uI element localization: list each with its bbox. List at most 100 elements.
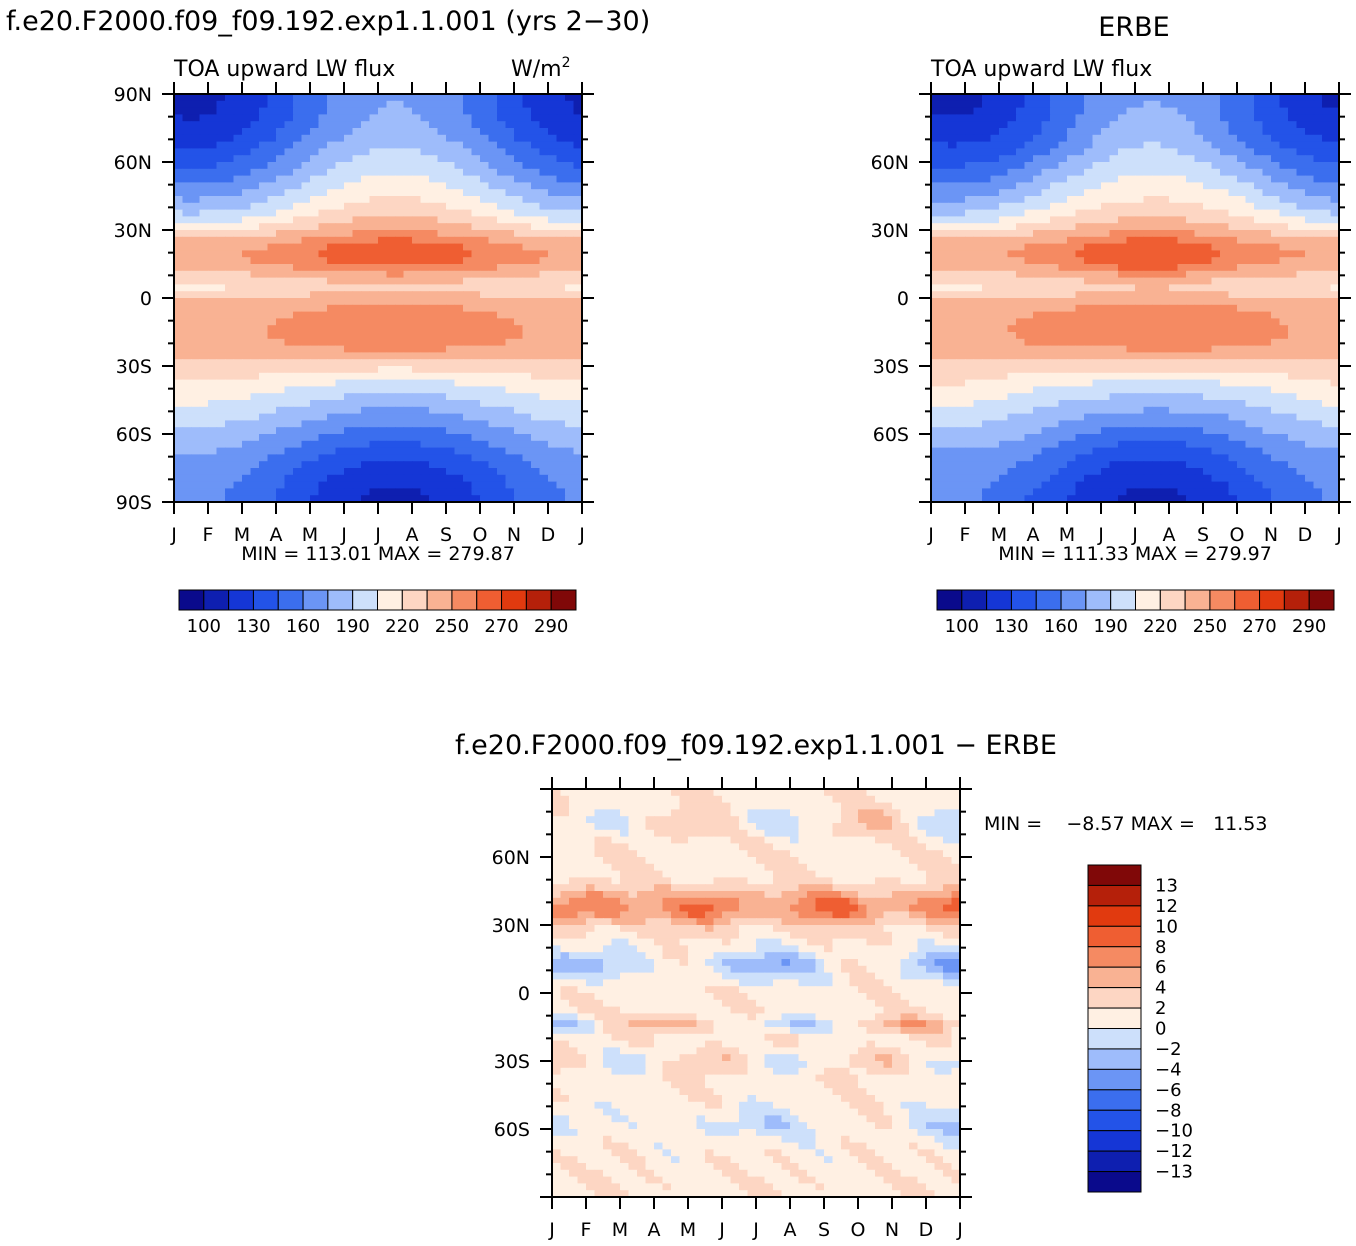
model-field-cell (489, 407, 498, 414)
model-field-cell (285, 182, 294, 189)
erbe-field-cell (1322, 359, 1331, 366)
erbe-field-cell (1033, 244, 1042, 251)
erbe-field-cell (1127, 182, 1136, 189)
model-field-cell (489, 339, 498, 346)
model-field-cell (225, 441, 234, 448)
model-field-cell (344, 468, 353, 475)
model-field-cell (370, 454, 379, 461)
erbe-field-cell (948, 223, 957, 230)
model-field-cell (327, 373, 336, 380)
erbe-field-cell (957, 373, 966, 380)
model-field-cell (251, 142, 260, 149)
model-field-cell (506, 318, 515, 325)
erbe-field-cell (1263, 359, 1272, 366)
model-field-cell (438, 393, 447, 400)
model-field-cell (412, 305, 421, 312)
erbe-field-cell (940, 128, 949, 135)
erbe-field-cell (1050, 366, 1059, 373)
erbe-field-cell (1246, 305, 1255, 312)
model-field-cell (276, 380, 285, 387)
erbe-field-cell (1314, 121, 1323, 128)
model-field-cell (531, 121, 540, 128)
model-field-cell (531, 155, 540, 162)
model-field-cell (565, 101, 574, 108)
model-field-cell (472, 305, 481, 312)
model-field-cell (319, 216, 328, 223)
erbe-field-cell (1016, 108, 1025, 115)
model-field-cell (514, 223, 523, 230)
model-field-cell (565, 94, 574, 101)
model-field-cell (472, 264, 481, 271)
model-field-cell (378, 216, 387, 223)
erbe-field-cell (1288, 216, 1297, 223)
model-field-cell (523, 291, 532, 298)
erbe-field-cell (1220, 182, 1229, 189)
erbe-field-cell (948, 332, 957, 339)
model-field-cell (183, 250, 192, 257)
model-field-cell (268, 400, 277, 407)
model-field-cell (200, 250, 209, 257)
model-field-cell (336, 142, 345, 149)
model-field-cell (293, 169, 302, 176)
model-field-cell (506, 346, 515, 353)
model-field-cell (412, 257, 421, 264)
model-field-cell (540, 278, 549, 285)
erbe-field-cell (1186, 182, 1195, 189)
erbe-field-cell (965, 284, 974, 291)
erbe-field-cell (1110, 312, 1119, 319)
erbe-field-cell (1212, 203, 1221, 210)
erbe-field-cell (1280, 176, 1289, 183)
model-field-cell (540, 488, 549, 495)
erbe-field-cell (1161, 271, 1170, 278)
model-field-cell (251, 176, 260, 183)
model-field-cell (353, 298, 362, 305)
erbe-field-cell (1178, 128, 1187, 135)
erbe-field-cell (1084, 182, 1093, 189)
model-field-cell (514, 142, 523, 149)
model-field-cell (540, 182, 549, 189)
model-field-cell (336, 189, 345, 196)
model-field-cell (531, 393, 540, 400)
model-field-cell (208, 182, 217, 189)
erbe-field-cell (1195, 203, 1204, 210)
model-field-cell (565, 488, 574, 495)
erbe-field-cell (1254, 257, 1263, 264)
erbe-field-cell (982, 230, 991, 237)
model-field-cell (200, 482, 209, 489)
model-field-cell (438, 278, 447, 285)
model-field-cell (455, 346, 464, 353)
model-field-cell (327, 284, 336, 291)
model-field-cell (208, 101, 217, 108)
model-field-cell (497, 189, 506, 196)
model-field-cell (242, 230, 251, 237)
model-field-cell (506, 257, 515, 264)
model-field-cell (242, 346, 251, 353)
erbe-field-cell (974, 162, 983, 169)
model-field-cell (319, 461, 328, 468)
erbe-field-cell (1008, 271, 1017, 278)
model-field-cell (310, 162, 319, 169)
colorbar-label: 130 (236, 616, 270, 637)
erbe-field-cell (1314, 108, 1323, 115)
model-field-cell (183, 339, 192, 346)
erbe-field-cell (1033, 196, 1042, 203)
model-field-cell (302, 373, 311, 380)
model-field-cell (412, 250, 421, 257)
erbe-field-cell (948, 142, 957, 149)
model-field-cell (293, 142, 302, 149)
erbe-field-cell (1059, 339, 1068, 346)
erbe-field-cell (974, 352, 983, 359)
model-field-cell (319, 155, 328, 162)
erbe-field-cell (1050, 359, 1059, 366)
model-field-cell (472, 468, 481, 475)
model-field-cell (557, 393, 566, 400)
erbe-field-cell (1059, 373, 1068, 380)
model-field-cell (489, 250, 498, 257)
model-field-cell (497, 373, 506, 380)
model-field-cell (183, 332, 192, 339)
model-field-cell (387, 169, 396, 176)
model-field-cell (412, 155, 421, 162)
erbe-field-cell (1135, 257, 1144, 264)
erbe-field-cell (1297, 230, 1306, 237)
model-field-cell (455, 305, 464, 312)
